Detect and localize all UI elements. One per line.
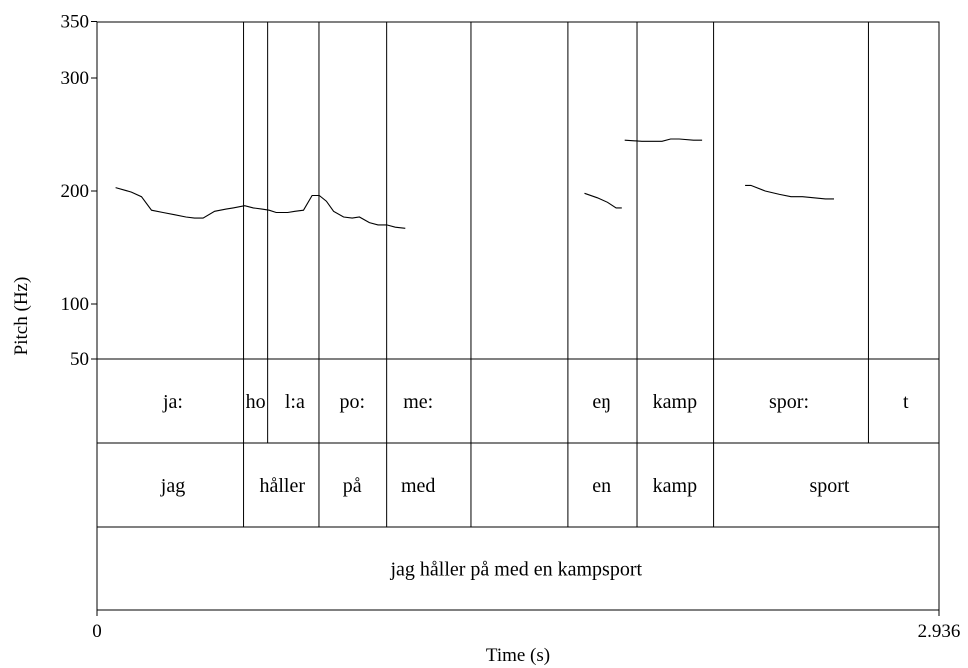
tier-1-label: spor:	[769, 391, 809, 413]
y-tick-label: 350	[61, 12, 90, 33]
tier-2-label: sport	[809, 475, 849, 497]
tier-3-label: jag håller på med en kampsport	[389, 559, 642, 581]
tier-1-label: ho	[246, 391, 266, 413]
tier-1-label: kamp	[653, 391, 697, 413]
y-tick-label: 50	[70, 349, 89, 370]
y-tick-label: 300	[61, 68, 90, 89]
pitch-contour	[115, 138, 834, 229]
tier-1-label: me:	[403, 391, 433, 413]
tier-1-label: ja:	[162, 391, 183, 413]
tier-1-label: po:	[339, 391, 365, 413]
tier-2-label: på	[343, 475, 362, 497]
x-tick-label: 2.936	[918, 621, 961, 642]
plot-frame	[96, 21, 940, 611]
pitch-contour-segment	[745, 184, 834, 200]
grid-lines	[97, 22, 939, 528]
textgrid-tiers: ja: ho l:a po: me: eŋ kamp spor: t jag håller på med…	[160, 391, 909, 581]
axis-ticks: 50 100 200 300 350 0 2.936	[61, 12, 961, 643]
x-axis-title: Time (s)	[486, 645, 550, 666]
tier-1-label: eŋ	[592, 391, 611, 413]
tier-2-label: kamp	[653, 475, 697, 497]
tier-2-label: med	[401, 475, 435, 497]
pitch-contour-segment	[584, 192, 622, 209]
y-axis-title: Pitch (Hz)	[11, 277, 32, 356]
pitch-contour-segment	[624, 138, 703, 142]
tier-2-label: jag	[160, 475, 185, 497]
pitch-contour-segment	[115, 187, 406, 229]
tier-2-label: håller	[259, 475, 305, 497]
tier-2-label: en	[592, 475, 611, 497]
tier-1-label: t	[903, 391, 909, 413]
tier-1-label: l:a	[285, 391, 305, 413]
x-tick-label: 0	[92, 621, 102, 642]
y-tick-label: 200	[61, 181, 90, 202]
y-tick-label: 100	[61, 294, 90, 315]
